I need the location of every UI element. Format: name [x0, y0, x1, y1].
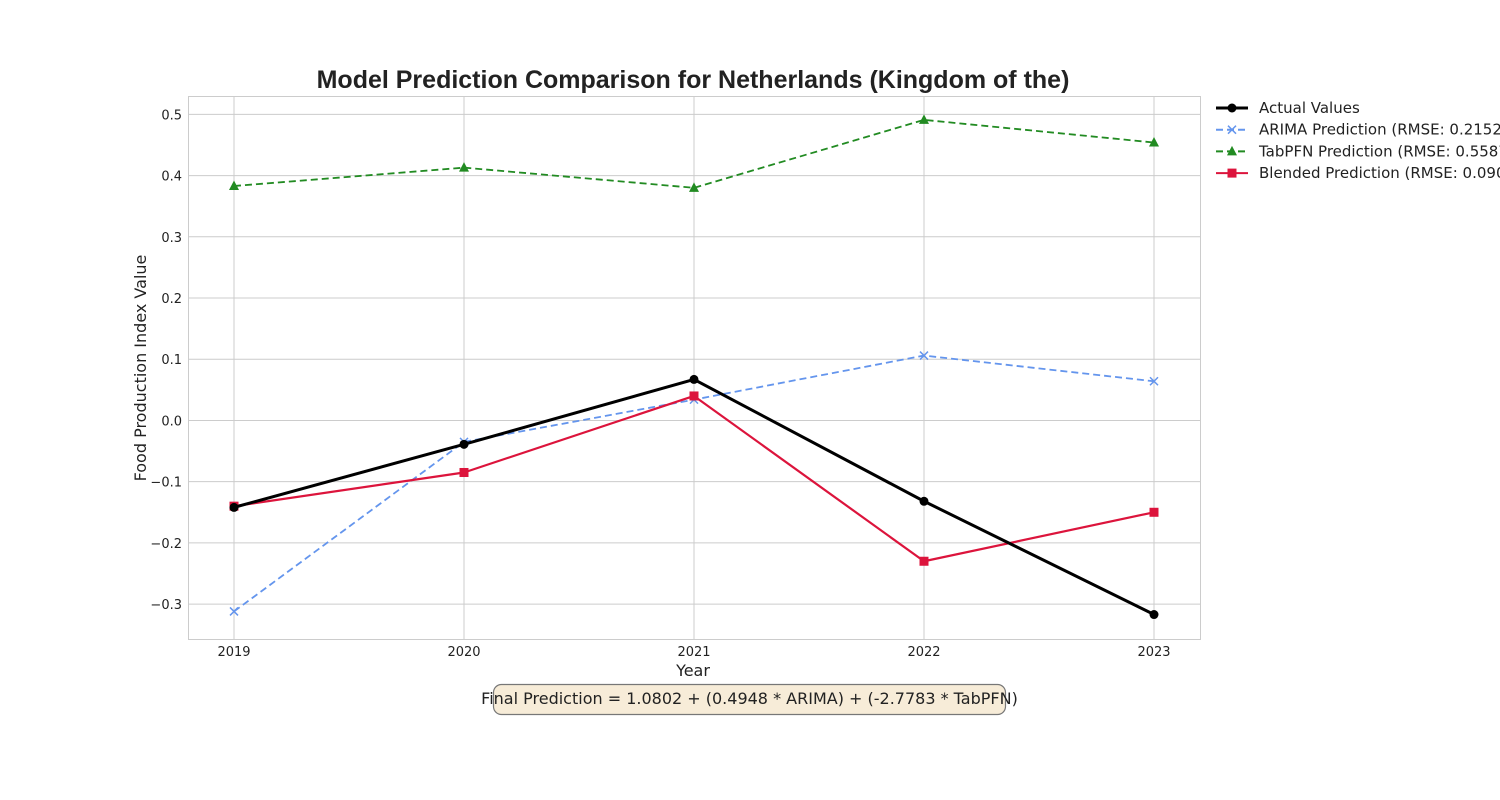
data-point-blended-prediction: [459, 467, 469, 477]
data-point-tabpfn-prediction: [459, 162, 469, 172]
x-tick-label: 2021: [677, 645, 710, 660]
legend-marker-arima-prediction-stroke-b: [1227, 125, 1237, 135]
legend-marker-blended-prediction: [1227, 168, 1237, 178]
y-tick-label: −0.1: [150, 476, 182, 491]
legend-item-tabpfn-prediction: TabPFN Prediction (RMSE: 0.5587): [1216, 142, 1500, 160]
series-tabpfn-prediction: [229, 114, 1159, 192]
plot-series: [229, 114, 1159, 620]
data-point-actual-values: [689, 374, 699, 384]
y-tick-label: 0.5: [161, 108, 182, 123]
data-point-arima-prediction-stroke-b: [1149, 376, 1159, 386]
legend-item-blended-prediction: Blended Prediction (RMSE: 0.0900): [1216, 164, 1500, 182]
legend-label-arima-prediction: ARIMA Prediction (RMSE: 0.2152): [1259, 121, 1500, 139]
formula-text: Final Prediction = 1.0802 + (0.4948 * AR…: [481, 689, 1018, 708]
legend: Actual Values ARIMA Prediction (RMSE: 0.2…: [1216, 99, 1500, 182]
data-point-tabpfn-prediction: [919, 114, 929, 124]
y-tick-label: 0.3: [161, 231, 182, 246]
chart-title: Model Prediction Comparison for Netherla…: [317, 66, 1070, 94]
data-point-actual-values: [1149, 610, 1159, 620]
legend-marker-tabpfn-prediction: [1227, 145, 1237, 156]
data-point-tabpfn-prediction: [689, 182, 699, 192]
data-point-actual-values: [459, 439, 469, 449]
y-tick-label: 0.0: [161, 414, 182, 429]
formula-box-background: [492, 683, 1007, 716]
data-point-blended-prediction: [919, 556, 929, 566]
plot-frame: [188, 96, 1201, 640]
data-point-blended-prediction: [1149, 507, 1159, 517]
y-axis-label: Food Production Index Value: [131, 255, 150, 482]
series-actual-values: [229, 374, 1159, 620]
data-point-arima-prediction-stroke-b: [919, 351, 929, 361]
legend-label-actual-values: Actual Values: [1259, 99, 1360, 117]
y-tick-label: −0.3: [150, 598, 182, 613]
data-point-arima-prediction: [229, 606, 239, 616]
data-point-tabpfn-prediction: [229, 180, 239, 190]
data-point-arima-prediction: [919, 351, 929, 361]
data-point-actual-values: [229, 502, 239, 512]
x-tick-label: 2022: [907, 645, 940, 660]
data-point-tabpfn-prediction: [1149, 137, 1159, 147]
legend-item-actual-values: Actual Values: [1216, 99, 1360, 117]
x-tick-label: 2019: [217, 645, 250, 660]
data-point-blended-prediction: [689, 391, 699, 401]
legend-marker-arima-prediction: [1227, 125, 1237, 135]
x-tick-label: 2020: [447, 645, 480, 660]
y-axis-ticks: −0.3 −0.2 −0.1 0.0 0.1 0.2 0.3 0.4 0.5: [150, 108, 182, 613]
legend-label-tabpfn-prediction: TabPFN Prediction (RMSE: 0.5587): [1258, 142, 1500, 160]
legend-label-blended-prediction: Blended Prediction (RMSE: 0.0900): [1259, 164, 1500, 182]
y-tick-label: 0.1: [161, 353, 182, 368]
y-tick-label: 0.2: [161, 292, 182, 307]
legend-marker-actual-values: [1227, 103, 1237, 113]
x-tick-label: 2023: [1137, 645, 1170, 660]
data-point-actual-values: [919, 496, 929, 506]
legend-item-arima-prediction: ARIMA Prediction (RMSE: 0.2152): [1216, 121, 1500, 139]
x-axis-ticks: 2019 2020 2021 2022 2023: [217, 645, 1170, 660]
data-point-arima-prediction-stroke-b: [229, 606, 239, 616]
x-axis-label: Year: [675, 661, 710, 680]
data-point-arima-prediction: [1149, 376, 1159, 386]
formula-box: Final Prediction = 1.0802 + (0.4948 * AR…: [481, 683, 1018, 716]
y-tick-label: 0.4: [161, 170, 182, 185]
y-tick-label: −0.2: [150, 537, 182, 552]
